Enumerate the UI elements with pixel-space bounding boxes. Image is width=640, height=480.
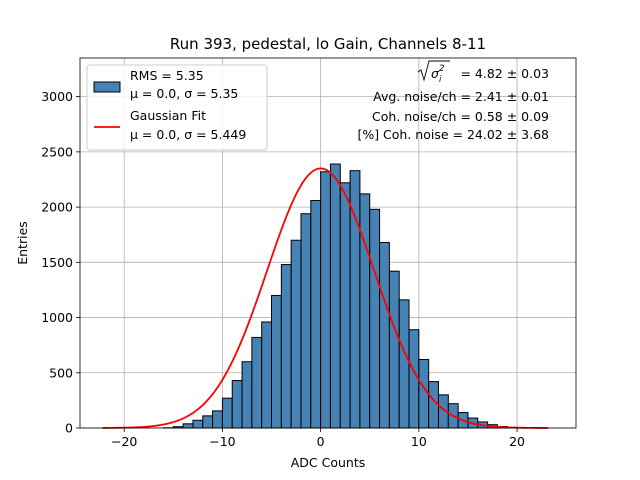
histogram-bar <box>398 299 410 429</box>
y-tick-label: 1000 <box>41 310 73 325</box>
legend-box <box>86 64 268 151</box>
legend-fit-label: Gaussian Fit <box>130 108 206 123</box>
x-tick-label: −10 <box>209 434 235 449</box>
legend-histogram-stats: μ = 0.0, σ = 5.35 <box>130 86 238 101</box>
stats-annotations: σ 2 i = 4.82 ± 0.03 Avg. noise/ch = 2.41… <box>357 60 549 142</box>
legend-histogram-swatch <box>93 81 121 93</box>
pct-coh-noise-label: [%] Coh. noise = 24.02 ± 3.68 <box>357 127 549 142</box>
x-tick-label: −20 <box>111 434 137 449</box>
fit-line <box>102 167 549 429</box>
histogram-bar <box>300 213 312 429</box>
histogram-bar <box>418 359 430 429</box>
y-tick-label: 2500 <box>41 144 73 159</box>
histogram-bar <box>221 397 233 429</box>
y-tick-label: 0 <box>65 421 73 436</box>
y-tick-label: 2000 <box>41 200 73 215</box>
avg-noise-label: Avg. noise/ch = 2.41 ± 0.01 <box>373 89 549 104</box>
x-tick-label: 10 <box>411 434 427 449</box>
histogram-bar <box>339 182 351 429</box>
histogram-bar <box>212 410 223 429</box>
x-tick-label: 20 <box>509 434 525 449</box>
sigma-total-value: = 4.82 ± 0.03 <box>460 66 549 81</box>
histogram-bar <box>241 361 253 429</box>
histogram-bar <box>251 336 263 429</box>
legend: RMS = 5.35 μ = 0.0, σ = 5.35 Gaussian Fi… <box>86 64 268 151</box>
histogram-bar <box>329 163 341 429</box>
chart-title: Run 393, pedestal, lo Gain, Channels 8-1… <box>170 35 486 53</box>
gaussian-fit-curve <box>102 167 549 429</box>
histogram-bar <box>290 239 302 429</box>
y-tick-label: 500 <box>49 365 73 380</box>
histogram-bar <box>182 423 194 429</box>
histogram-bar <box>310 199 322 429</box>
histogram-bar <box>388 270 400 429</box>
histogram-bar <box>271 294 282 429</box>
sigma-subscript: i <box>439 75 442 85</box>
histogram-bar <box>369 208 381 429</box>
histogram-bar <box>192 419 204 429</box>
legend-histogram-label: RMS = 5.35 <box>130 68 204 83</box>
y-tick-label: 3000 <box>41 89 73 104</box>
legend-fit-stats: μ = 0.0, σ = 5.449 <box>130 127 246 142</box>
sqrt-sign <box>417 60 450 82</box>
y-tick-label: 1500 <box>41 255 73 270</box>
x-axis-label: ADC Counts <box>291 455 366 470</box>
histogram-bar <box>359 193 371 429</box>
sigma-superscript: 2 <box>439 64 444 74</box>
histogram-bars <box>162 163 528 429</box>
sigma-symbol: σ <box>431 66 440 81</box>
histogram-bar <box>379 241 390 429</box>
histogram-bar <box>280 264 292 429</box>
coh-noise-label: Coh. noise/ch = 0.58 ± 0.09 <box>372 109 549 124</box>
histogram-bar <box>231 380 243 429</box>
axis-ticks: −20 −10 0 10 20 0 500 1000 1500 2000 2500 3000 <box>41 89 525 449</box>
histogram-bar <box>202 415 214 429</box>
histogram-bar <box>320 171 331 429</box>
histogram-bar <box>261 321 273 429</box>
x-tick-label: 0 <box>317 434 325 449</box>
sigma-total-symbol: σ 2 i <box>417 60 450 85</box>
y-axis-label: Entries <box>15 221 30 265</box>
plot-frame <box>79 57 577 429</box>
